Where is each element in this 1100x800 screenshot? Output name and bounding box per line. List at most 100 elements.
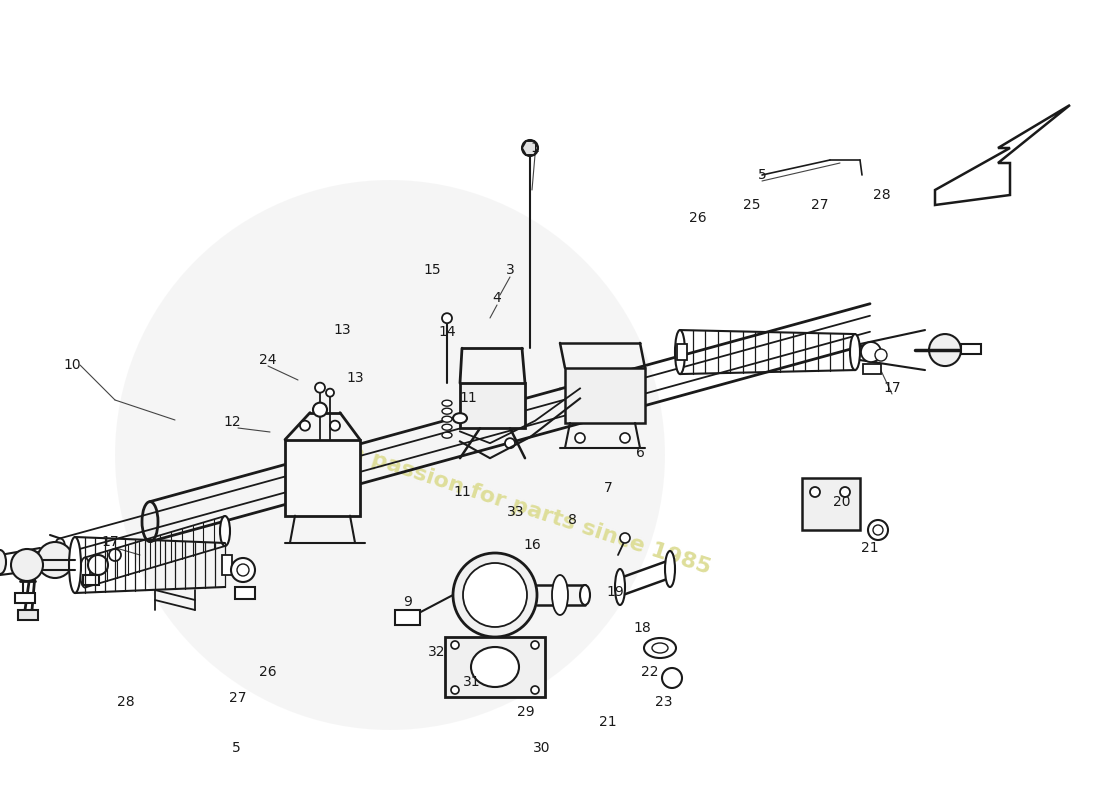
Text: 17: 17	[101, 535, 119, 549]
Bar	[18, 610, 38, 620]
Text: 4: 4	[493, 291, 502, 305]
Ellipse shape	[615, 569, 625, 605]
Text: 11: 11	[459, 391, 477, 405]
Bar	[676, 344, 688, 360]
Ellipse shape	[442, 313, 452, 323]
Text: 33: 33	[507, 505, 525, 519]
Circle shape	[236, 564, 249, 576]
Text: 18: 18	[634, 621, 651, 635]
Text: 27: 27	[229, 691, 246, 705]
Ellipse shape	[644, 638, 676, 658]
Text: 8: 8	[568, 513, 576, 527]
Circle shape	[300, 421, 310, 430]
Ellipse shape	[471, 647, 519, 687]
Ellipse shape	[675, 330, 685, 374]
Ellipse shape	[220, 516, 230, 546]
Ellipse shape	[662, 668, 682, 688]
Bar	[235, 587, 255, 599]
Bar	[565, 368, 645, 423]
Circle shape	[37, 542, 73, 578]
Circle shape	[20, 551, 44, 575]
Bar	[446, 637, 544, 697]
Text: 5: 5	[232, 741, 241, 755]
Circle shape	[451, 641, 459, 649]
Circle shape	[11, 549, 43, 581]
Ellipse shape	[463, 563, 527, 627]
Bar	[864, 364, 881, 374]
Text: 29: 29	[517, 705, 535, 719]
Text: 30: 30	[534, 741, 551, 755]
Circle shape	[810, 487, 820, 497]
Bar	[15, 593, 35, 603]
Circle shape	[861, 342, 881, 362]
Text: 13: 13	[333, 323, 351, 337]
Text: 3: 3	[506, 263, 515, 277]
Circle shape	[88, 555, 108, 575]
Ellipse shape	[850, 334, 860, 370]
Polygon shape	[935, 105, 1070, 205]
Text: 14: 14	[438, 325, 455, 339]
Circle shape	[930, 334, 961, 366]
Text: 7: 7	[604, 481, 613, 495]
Bar	[222, 555, 232, 575]
Text: 6: 6	[636, 446, 645, 460]
Text: 31: 31	[463, 675, 481, 689]
Ellipse shape	[620, 533, 630, 543]
Text: 32: 32	[428, 645, 446, 659]
Text: 19: 19	[606, 585, 624, 599]
Circle shape	[531, 641, 539, 649]
Ellipse shape	[552, 575, 568, 615]
Text: 10: 10	[63, 358, 80, 372]
Ellipse shape	[442, 432, 452, 438]
Circle shape	[505, 438, 515, 448]
Ellipse shape	[522, 140, 538, 156]
Circle shape	[868, 520, 888, 540]
Text: 23: 23	[656, 695, 673, 709]
Ellipse shape	[666, 551, 675, 587]
Ellipse shape	[453, 413, 468, 423]
Text: 9: 9	[404, 595, 412, 609]
Text: 5: 5	[758, 168, 767, 182]
Ellipse shape	[652, 643, 668, 653]
Bar	[460, 383, 525, 428]
Ellipse shape	[142, 502, 158, 542]
Ellipse shape	[314, 402, 327, 417]
Ellipse shape	[315, 382, 324, 393]
Text: 17: 17	[883, 381, 901, 395]
Text: 28: 28	[873, 188, 891, 202]
Circle shape	[620, 433, 630, 443]
Text: 12: 12	[223, 415, 241, 429]
Bar	[961, 344, 981, 354]
Text: 27: 27	[812, 198, 828, 212]
Circle shape	[109, 549, 121, 561]
Ellipse shape	[80, 558, 90, 587]
Bar	[802, 478, 860, 530]
Text: 11: 11	[453, 485, 471, 499]
Ellipse shape	[442, 424, 452, 430]
Circle shape	[531, 686, 539, 694]
Text: 21: 21	[600, 715, 617, 729]
Circle shape	[840, 487, 850, 497]
Text: 21: 21	[861, 541, 879, 555]
Text: 28: 28	[118, 695, 135, 709]
Text: 20: 20	[834, 495, 850, 509]
Ellipse shape	[0, 550, 6, 574]
Text: 16: 16	[524, 538, 541, 552]
Circle shape	[231, 558, 255, 582]
Circle shape	[873, 525, 883, 535]
Ellipse shape	[442, 416, 452, 422]
Text: 26: 26	[260, 665, 277, 679]
Bar	[82, 575, 99, 585]
Circle shape	[451, 686, 459, 694]
Ellipse shape	[326, 389, 334, 397]
Text: 13: 13	[346, 371, 364, 385]
Ellipse shape	[442, 408, 452, 414]
Circle shape	[330, 421, 340, 430]
Text: 24: 24	[260, 353, 277, 367]
Polygon shape	[522, 141, 538, 155]
Text: 22: 22	[641, 665, 659, 679]
Text: 1: 1	[530, 141, 539, 155]
Circle shape	[575, 433, 585, 443]
Text: 26: 26	[690, 211, 707, 225]
Bar	[395, 610, 420, 625]
